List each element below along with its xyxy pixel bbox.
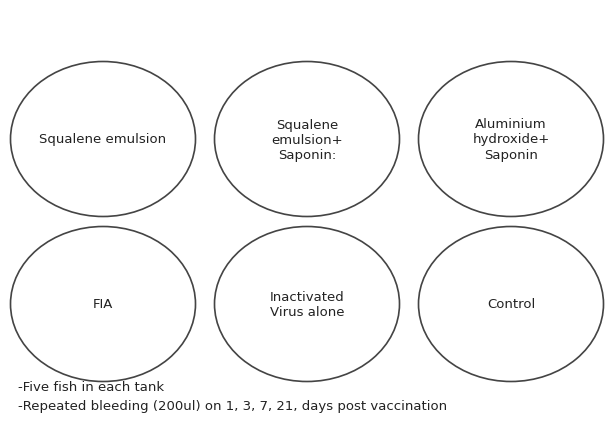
Text: Squalene emulsion: Squalene emulsion xyxy=(39,133,166,146)
Text: Squalene
emulsion+
Saponin:: Squalene emulsion+ Saponin: xyxy=(271,118,343,161)
Ellipse shape xyxy=(419,227,604,381)
Ellipse shape xyxy=(10,62,195,217)
Ellipse shape xyxy=(214,62,400,217)
Ellipse shape xyxy=(10,227,195,381)
Ellipse shape xyxy=(214,227,400,381)
Text: -Five fish in each tank: -Five fish in each tank xyxy=(18,381,164,394)
Text: Inactivated
Virus alone: Inactivated Virus alone xyxy=(270,290,344,318)
Text: FIA: FIA xyxy=(93,298,113,311)
Text: Control: Control xyxy=(487,298,535,311)
Text: Aluminium
hydroxide+
Saponin: Aluminium hydroxide+ Saponin xyxy=(472,118,550,161)
Ellipse shape xyxy=(419,62,604,217)
Text: -Repeated bleeding (200ul) on 1, 3, 7, 21, days post vaccination: -Repeated bleeding (200ul) on 1, 3, 7, 2… xyxy=(18,400,447,413)
